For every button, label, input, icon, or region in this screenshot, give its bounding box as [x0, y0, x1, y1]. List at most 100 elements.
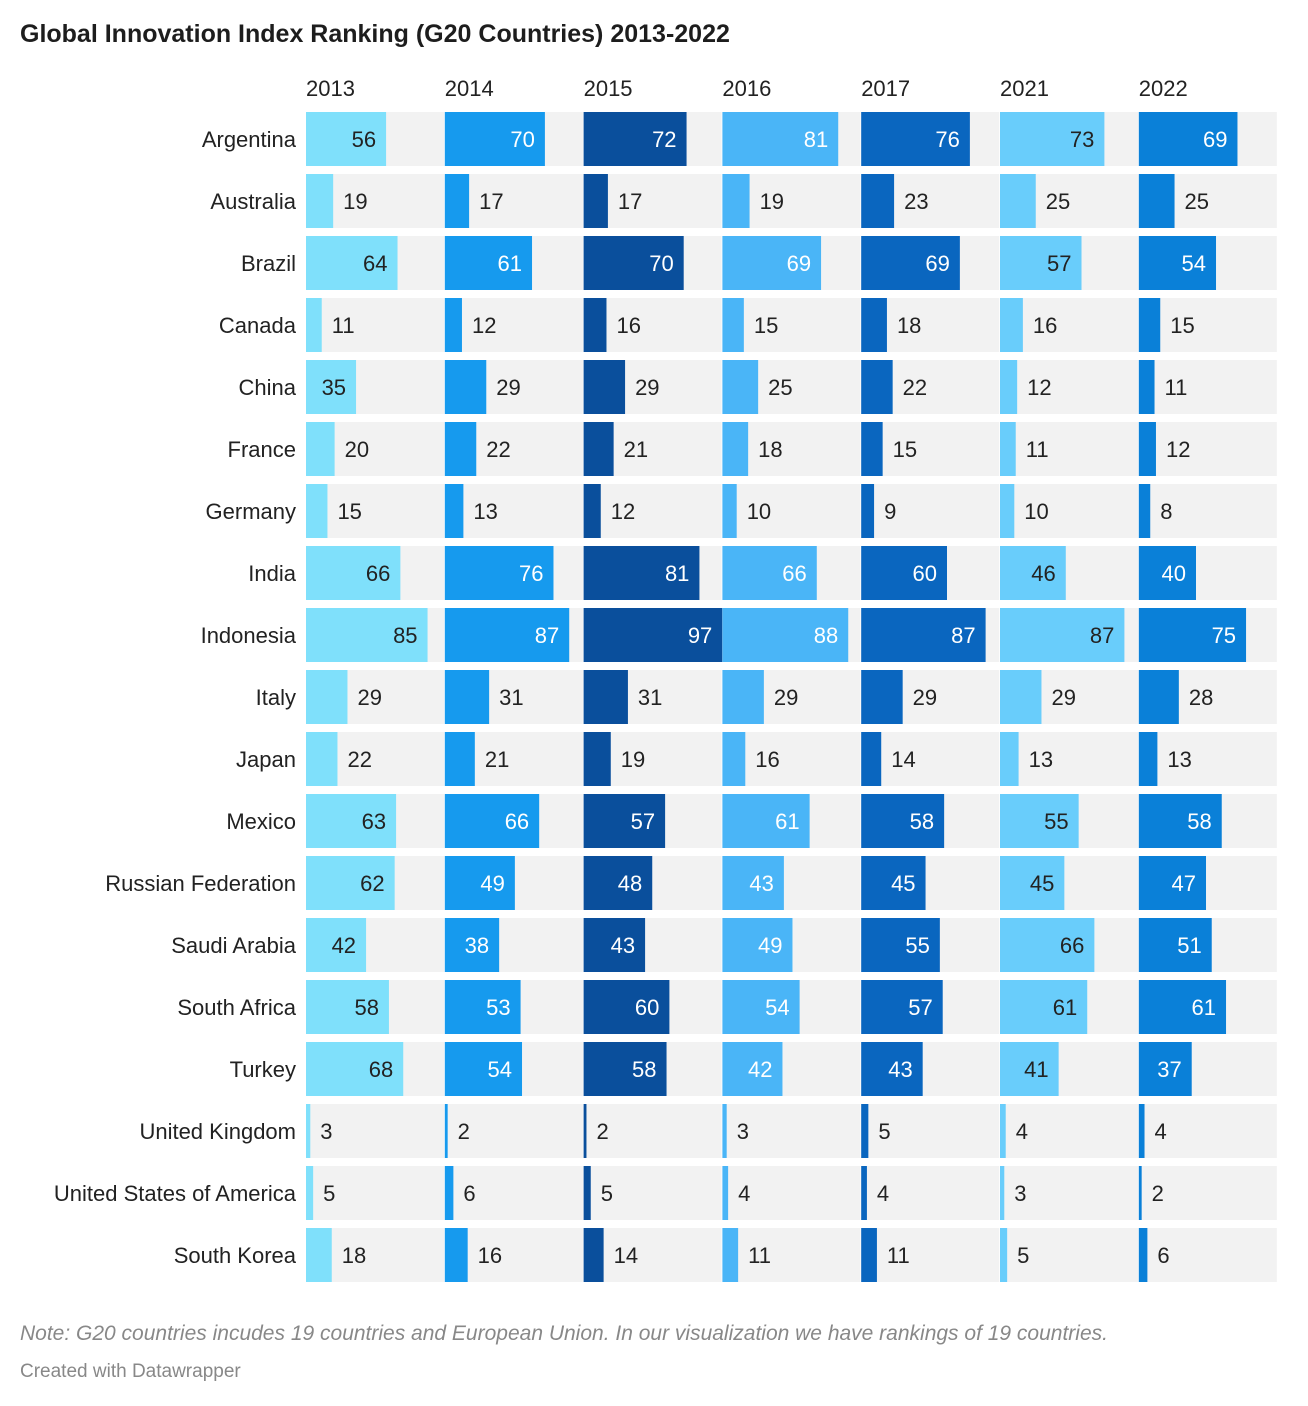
- bar-2022-saudi-arabia[interactable]: [1138, 918, 1212, 972]
- bar-2014-turkey[interactable]: [444, 1042, 523, 1096]
- bar-2021-south-africa[interactable]: [1000, 980, 1088, 1034]
- bar-2014-australia[interactable]: [444, 174, 470, 228]
- bar-2013-south-africa[interactable]: [306, 980, 389, 1034]
- bar-2014-japan[interactable]: [444, 732, 475, 786]
- bar-2022-united-states-of-america[interactable]: [1138, 1166, 1142, 1220]
- bar-2022-south-korea[interactable]: [1138, 1228, 1148, 1282]
- bar-2014-india[interactable]: [444, 546, 554, 600]
- bar-2021-france[interactable]: [1000, 422, 1016, 476]
- chart-credit[interactable]: Created with Datawrapper: [20, 1361, 241, 1382]
- bar-2017-united-kingdom[interactable]: [861, 1104, 869, 1158]
- bar-2016-italy[interactable]: [722, 670, 764, 724]
- bar-2014-russian-federation[interactable]: [444, 856, 515, 910]
- bar-2015-south-africa[interactable]: [583, 980, 670, 1034]
- bar-2015-united-states-of-america[interactable]: [583, 1166, 591, 1220]
- bar-2014-argentina[interactable]: [444, 112, 545, 166]
- bar-2015-brazil[interactable]: [583, 236, 684, 290]
- bar-2022-united-kingdom[interactable]: [1138, 1104, 1145, 1158]
- bar-2022-mexico[interactable]: [1138, 794, 1222, 848]
- bar-2022-india[interactable]: [1138, 546, 1196, 600]
- bar-2015-argentina[interactable]: [583, 112, 687, 166]
- bar-2013-france[interactable]: [306, 422, 335, 476]
- bar-2022-japan[interactable]: [1138, 732, 1158, 786]
- bar-2015-france[interactable]: [583, 422, 614, 476]
- bar-2016-germany[interactable]: [722, 484, 737, 538]
- bar-2013-russian-federation[interactable]: [306, 856, 395, 910]
- bar-2021-united-kingdom[interactable]: [1000, 1104, 1006, 1158]
- bar-2015-china[interactable]: [583, 360, 626, 414]
- bar-2014-italy[interactable]: [444, 670, 490, 724]
- bar-2022-indonesia[interactable]: [1138, 608, 1247, 662]
- bar-2021-united-states-of-america[interactable]: [1000, 1166, 1005, 1220]
- bar-2015-south-korea[interactable]: [583, 1228, 604, 1282]
- bar-2021-turkey[interactable]: [1000, 1042, 1059, 1096]
- bar-2014-indonesia[interactable]: [444, 608, 570, 662]
- bar-2022-france[interactable]: [1138, 422, 1156, 476]
- bar-2021-indonesia[interactable]: [1000, 608, 1125, 662]
- bar-2016-australia[interactable]: [722, 174, 750, 228]
- bar-2021-china[interactable]: [1000, 360, 1018, 414]
- bar-2022-brazil[interactable]: [1138, 236, 1217, 290]
- bar-2014-south-africa[interactable]: [444, 980, 521, 1034]
- bar-2017-russian-federation[interactable]: [861, 856, 926, 910]
- bar-2016-mexico[interactable]: [722, 794, 810, 848]
- bar-2022-canada[interactable]: [1138, 298, 1161, 352]
- bar-2013-united-kingdom[interactable]: [306, 1104, 311, 1158]
- bar-2013-united-states-of-america[interactable]: [306, 1166, 314, 1220]
- bar-2017-argentina[interactable]: [861, 112, 970, 166]
- bar-2021-india[interactable]: [1000, 546, 1066, 600]
- bar-2015-japan[interactable]: [583, 732, 611, 786]
- bar-2022-italy[interactable]: [1138, 670, 1179, 724]
- bar-2014-canada[interactable]: [444, 298, 462, 352]
- bar-2021-russian-federation[interactable]: [1000, 856, 1065, 910]
- bar-2016-south-korea[interactable]: [722, 1228, 739, 1282]
- bar-2014-south-korea[interactable]: [444, 1228, 468, 1282]
- bar-2013-italy[interactable]: [306, 670, 348, 724]
- bar-2014-mexico[interactable]: [444, 794, 540, 848]
- bar-2022-australia[interactable]: [1138, 174, 1175, 228]
- bar-2014-brazil[interactable]: [444, 236, 533, 290]
- bar-2021-italy[interactable]: [1000, 670, 1042, 724]
- bar-2013-turkey[interactable]: [306, 1042, 404, 1096]
- bar-2014-united-kingdom[interactable]: [444, 1104, 448, 1158]
- bar-2016-russian-federation[interactable]: [722, 856, 784, 910]
- bar-2015-australia[interactable]: [583, 174, 608, 228]
- bar-2016-india[interactable]: [722, 546, 817, 600]
- bar-2021-south-korea[interactable]: [1000, 1228, 1008, 1282]
- bar-2015-saudi-arabia[interactable]: [583, 918, 646, 972]
- bar-2017-canada[interactable]: [861, 298, 887, 352]
- bar-2013-brazil[interactable]: [306, 236, 398, 290]
- bar-2013-japan[interactable]: [306, 732, 338, 786]
- bar-2015-turkey[interactable]: [583, 1042, 667, 1096]
- bar-2014-germany[interactable]: [444, 484, 464, 538]
- bar-2013-saudi-arabia[interactable]: [306, 918, 367, 972]
- bar-2017-australia[interactable]: [861, 174, 895, 228]
- bar-2013-germany[interactable]: [306, 484, 328, 538]
- bar-2017-south-korea[interactable]: [861, 1228, 877, 1282]
- bar-2016-canada[interactable]: [722, 298, 744, 352]
- bar-2016-france[interactable]: [722, 422, 749, 476]
- bar-2021-germany[interactable]: [1000, 484, 1015, 538]
- bar-2015-india[interactable]: [583, 546, 700, 600]
- bar-2013-china[interactable]: [306, 360, 357, 414]
- bar-2021-brazil[interactable]: [1000, 236, 1082, 290]
- bar-2021-australia[interactable]: [1000, 174, 1036, 228]
- bar-2016-japan[interactable]: [722, 732, 746, 786]
- bar-2013-south-korea[interactable]: [306, 1228, 332, 1282]
- bar-2016-united-kingdom[interactable]: [722, 1104, 727, 1158]
- bar-2016-saudi-arabia[interactable]: [722, 918, 793, 972]
- bar-2022-china[interactable]: [1138, 360, 1155, 414]
- bar-2021-japan[interactable]: [1000, 732, 1019, 786]
- bar-2017-brazil[interactable]: [861, 236, 960, 290]
- bar-2017-south-africa[interactable]: [861, 980, 943, 1034]
- bar-2015-canada[interactable]: [583, 298, 607, 352]
- bar-2015-italy[interactable]: [583, 670, 628, 724]
- bar-2022-turkey[interactable]: [1138, 1042, 1192, 1096]
- bar-2017-united-states-of-america[interactable]: [861, 1166, 867, 1220]
- bar-2015-united-kingdom[interactable]: [583, 1104, 587, 1158]
- bar-2021-saudi-arabia[interactable]: [1000, 918, 1095, 972]
- bar-2017-india[interactable]: [861, 546, 947, 600]
- bar-2016-south-africa[interactable]: [722, 980, 800, 1034]
- bar-2017-germany[interactable]: [861, 484, 875, 538]
- bar-2016-turkey[interactable]: [722, 1042, 783, 1096]
